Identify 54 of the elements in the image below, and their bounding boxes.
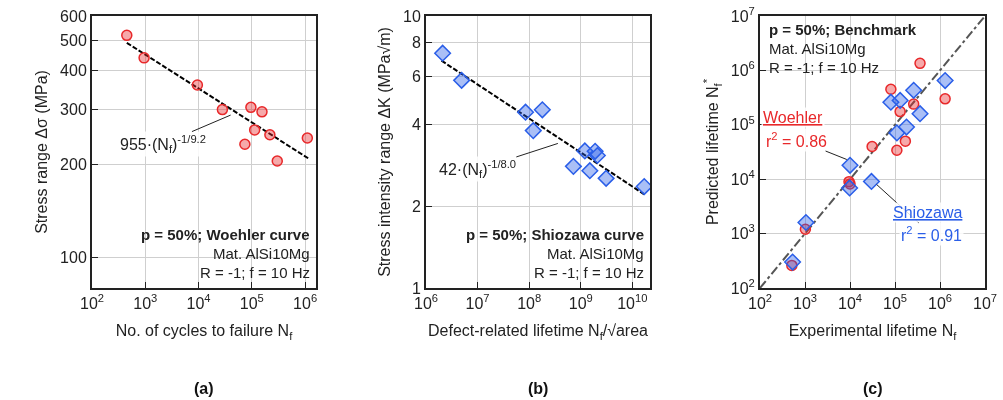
annotation: Mat. AlSi10Mg — [213, 245, 310, 262]
x-tick-label: 10$^{4}$ — [837, 292, 863, 313]
x-tick-label: 10$^{4}$ — [186, 292, 211, 313]
annotation: p = 50%; Woehler curve — [141, 226, 310, 243]
y-tick-label: 100 — [60, 249, 87, 267]
x-tick-label: 10$^{2}$ — [79, 292, 105, 313]
y-tick-label: 500 — [60, 32, 87, 50]
x-tick-label: 10$^{3}$ — [792, 292, 818, 313]
text: (b) — [528, 380, 549, 397]
annotation: Mat. AlSi10Mg — [769, 40, 866, 57]
x-tick-label: 10$^{9}$ — [568, 292, 593, 313]
x-tick-label: 10$^{5}$ — [239, 292, 264, 313]
y-tick-label: 300 — [60, 101, 87, 119]
annotation: 42·(N$_{f}$)$^{-1/8.0}$ — [439, 158, 517, 181]
x-axis-title: No. of cycles to failure N$_{f}$ — [115, 322, 294, 342]
y-tick-label: 200 — [60, 155, 87, 173]
y-tick-label: 10$^{7}$ — [730, 4, 755, 25]
y-tick-label: 10$^{6}$ — [730, 59, 755, 79]
y-tick-label: 10$^{4}$ — [730, 168, 755, 188]
y-tick-label: 10 — [403, 7, 421, 25]
y-tick-label: 10$^{5}$ — [730, 113, 755, 134]
y-tick-label: 6 — [411, 67, 421, 85]
y-tick-label: 10$^{3}$ — [730, 222, 755, 243]
x-axis-title: Experimental lifetime N$_{f}$ — [788, 322, 958, 342]
y-axis-title: Stress range Δσ (MPa) — [33, 70, 51, 234]
x-tick-label: 10$^{6}$ — [927, 292, 953, 313]
y-tick-label: 600 — [60, 7, 87, 25]
x-tick-label: 10$^{10}$ — [617, 292, 648, 313]
y-tick-label: 1 — [411, 279, 421, 297]
annotation: p = 50%; Shiozawa curve — [466, 226, 644, 243]
annotation: p = 50%; Benchmark — [769, 21, 917, 38]
y-tick-label: 2 — [411, 197, 421, 215]
x-tick-label: 10$^{7}$ — [972, 292, 998, 313]
y-tick-label: 4 — [411, 115, 421, 133]
annotation: R = -1; f = 10 Hz — [534, 264, 645, 281]
x-tick-label: 10$^{5}$ — [882, 292, 908, 313]
annotation: r$^{2}$ = 0.91 — [901, 224, 963, 244]
series-label: Shiozawa — [893, 204, 963, 221]
y-axis-title: Stress intensity range ΔK (MPa√m) — [376, 27, 394, 277]
annotation: R = -1; f = 10 Hz — [769, 59, 880, 76]
annotation: R = -1; f = 10 Hz — [200, 264, 311, 281]
annotation: 955·(N$_{f}$)$^{-1/9.2}$ — [120, 133, 206, 156]
x-axis-title: Defect-related lifetime N$_{f}$/√area — [428, 322, 649, 342]
annotation: r$^{2}$ = 0.86 — [766, 130, 828, 150]
text: (a) — [194, 380, 214, 397]
x-tick-label: 10$^{7}$ — [465, 292, 490, 313]
annotation: Mat. AlSi10Mg — [547, 245, 644, 262]
x-tick-label: 10$^{8}$ — [517, 292, 542, 313]
text: (c) — [863, 380, 883, 397]
x-tick-label: 10$^{6}$ — [293, 292, 318, 313]
text: Woehler — [763, 109, 823, 126]
y-tick-label: 400 — [60, 62, 87, 80]
x-tick-label: 10$^{3}$ — [133, 292, 158, 313]
y-tick-label: 8 — [411, 33, 421, 51]
